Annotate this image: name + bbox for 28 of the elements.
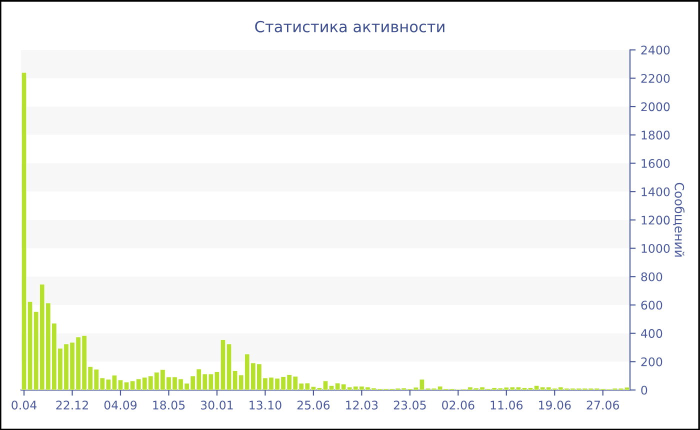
y2-tick-label: 1800 [642, 130, 670, 140]
y2-tick-label: 600 [641, 300, 662, 310]
y2-axis-title: Сообщений [673, 182, 685, 257]
chart-title: Статистика активности [255, 20, 444, 32]
x-tick-label: 04.09 [104, 400, 137, 410]
y2-tick-label: 1200 [642, 216, 670, 225]
y2-tick-label: 1000 [642, 244, 670, 253]
y2-tick-label: 400 [640, 329, 662, 338]
x-tick-label: 27.06 [586, 400, 620, 410]
x-tick-label: 02.06 [442, 400, 474, 410]
y2-tick-label: 0 [641, 386, 648, 395]
x-tick-label: 30.01 [200, 400, 233, 410]
y2-tick-label: 200 [641, 357, 662, 366]
x-tick-label: 19.06 [539, 400, 571, 410]
x-tick-label: 12.03 [346, 400, 378, 410]
y2-tick-label: 800 [641, 272, 662, 282]
x-tick-label: 0.04 [12, 400, 36, 410]
y2-tick-label: 1600 [642, 158, 670, 168]
x-tick-label: 13.10 [250, 400, 282, 410]
x-tick-label: 23.05 [394, 400, 426, 410]
x-tick-label: 11.06 [490, 400, 523, 410]
y2-tick-label: 2200 [641, 74, 670, 83]
y2-tick-label: 1400 [642, 187, 670, 196]
x-tick-label: 18.05 [153, 400, 185, 410]
x-tick-label: 22.12 [56, 400, 88, 410]
y2-tick-label: 2400 [641, 46, 670, 55]
y2-tick-label: 2000 [641, 102, 670, 112]
x-tick-label: 25.06 [297, 400, 330, 410]
